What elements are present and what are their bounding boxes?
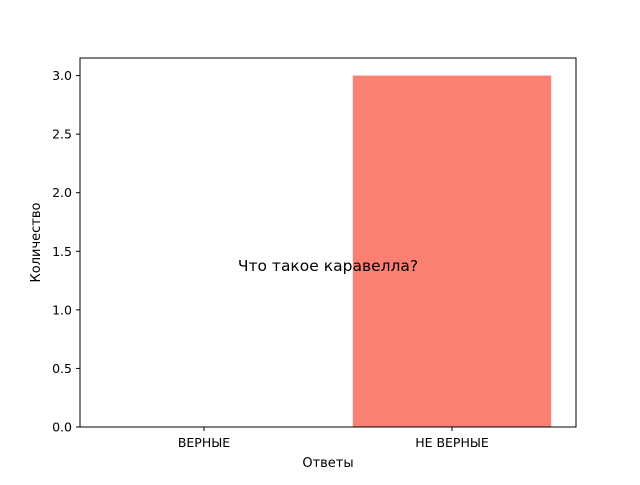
y-tick-label: 2.0	[52, 185, 72, 200]
x-axis-label: Ответы	[302, 456, 353, 471]
plot-area-frame	[79, 57, 577, 428]
y-tick-label: 2.5	[52, 127, 72, 142]
bars-layer	[352, 75, 552, 428]
x-tick-label: НЕ ВЕРНЫЕ	[415, 435, 489, 450]
y-tick-label: 1.0	[52, 302, 72, 317]
y-tick-label: 1.5	[52, 244, 72, 259]
y-tick-label: 0.0	[52, 420, 72, 435]
y-axis: 0.0 0.5 1.0 1.5 2.0 2.5 3.0	[52, 68, 80, 435]
y-axis-label: Количество	[29, 202, 44, 282]
bar-1	[352, 75, 552, 428]
x-axis: ВЕРНЫЕ НЕ ВЕРНЫЕ	[178, 427, 489, 450]
y-tick-label: 0.5	[52, 361, 72, 376]
x-tick-label: ВЕРНЫЕ	[178, 435, 230, 450]
y-tick-label: 3.0	[52, 68, 72, 83]
chart-annotation: Что такое каравелла?	[238, 257, 418, 275]
